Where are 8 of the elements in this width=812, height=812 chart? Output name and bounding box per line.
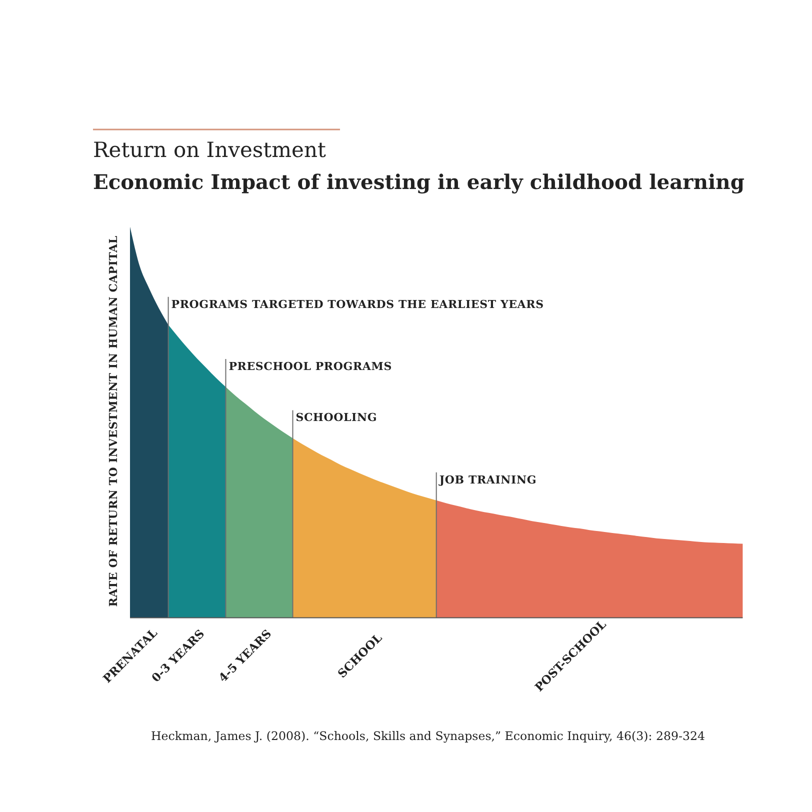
chart-subtitle: Return on Investment <box>93 138 326 162</box>
y-axis-title: RATE OF RETURN TO INVESTMENT IN HUMAN CAPITAL <box>107 236 120 607</box>
chart-title: Economic Impact of investing in early childhood learning <box>93 170 744 194</box>
annotation: PRESCHOOL PROGRAMS <box>228 360 392 374</box>
text: Heckman, James J. (2008). “Schools, Skills and Synapses,” Economic Inquiry, 46(3): 289-324 <box>150 729 706 743</box>
annotation: SCHOOLING <box>296 411 378 424</box>
annotation: JOB TRAINING <box>438 473 537 486</box>
annotation: PROGRAMS TARGETED TOWARDS THE EARLIEST YEARS <box>171 298 544 311</box>
